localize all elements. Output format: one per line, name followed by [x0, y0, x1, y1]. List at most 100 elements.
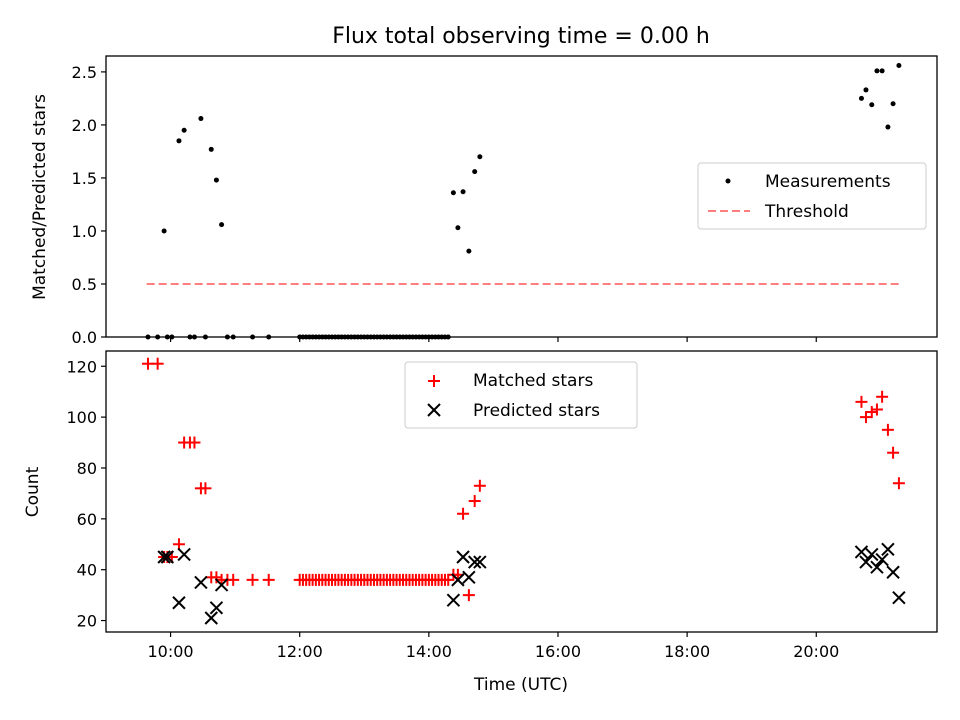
bottom-panel-frame — [105, 350, 938, 633]
legend-threshold-label: Threshold — [764, 202, 849, 222]
matched-star-point — [859, 411, 872, 424]
y-tick-label: 80 — [77, 459, 97, 478]
predicted-star-point — [865, 547, 879, 562]
y-tick-label: 100 — [66, 408, 97, 427]
measurement-point — [477, 154, 483, 160]
predicted-star-point — [204, 611, 218, 625]
measurement-point — [885, 124, 891, 130]
y-tick-label: 1.0 — [72, 222, 97, 241]
measurement-point — [198, 116, 204, 122]
y-tick-label: 60 — [77, 510, 97, 529]
predicted-star-point — [467, 555, 482, 569]
top-legend-box — [697, 162, 927, 230]
top-y-axis-label: Matched/Predicted stars — [30, 94, 50, 300]
x-tick-label: 18:00 — [664, 642, 710, 661]
measurement-point — [874, 68, 880, 74]
predicted-star-point — [462, 570, 476, 585]
measurement-point — [472, 169, 478, 175]
bottom-legend-box — [404, 361, 638, 429]
measurement-point — [460, 189, 466, 195]
measurement-point — [219, 222, 225, 228]
bottom-panel: 20 40 60 80 100 120 10:00 12:00 14:00 16:00 18:00… — [23, 350, 938, 695]
legend-matched-label: Matched stars — [473, 371, 593, 391]
x-tick-label: 16:00 — [535, 642, 581, 661]
predicted-star-point — [892, 590, 906, 605]
bottom-plot-area — [141, 357, 906, 625]
matched-star-point — [855, 395, 868, 408]
matched-star-point — [473, 479, 486, 492]
matched-star-point — [892, 477, 905, 490]
predicted-star-point — [473, 555, 487, 569]
measurement-point — [858, 95, 864, 101]
matched-star-point — [442, 573, 455, 586]
matched-star-point — [262, 573, 275, 586]
top-panel: 0.0 0.5 1.0 1.5 2.0 2.5 Matched/Predicted sta… — [30, 55, 938, 347]
matched-star-point — [887, 446, 900, 459]
predicted-star-point — [859, 555, 873, 569]
matched-star-point — [188, 436, 201, 449]
measurement-point — [181, 127, 187, 133]
matched-star-point — [462, 589, 475, 602]
predicted-star-point — [881, 542, 895, 557]
predicted-star-point — [172, 596, 186, 610]
predicted-star-point — [177, 547, 191, 562]
measurement-point — [879, 68, 885, 74]
predicted-star-point — [854, 545, 869, 559]
measurement-point — [890, 101, 896, 107]
top-panel-frame — [105, 55, 938, 338]
x-axis-label: Time (UTC) — [473, 675, 568, 695]
measurement-point — [869, 102, 875, 108]
bottom-y-axis-label: Count — [23, 466, 43, 517]
predicted-star-point — [456, 550, 470, 564]
bottom-y-axis: 20 40 60 80 100 120 — [66, 357, 106, 631]
matched-star-point — [151, 357, 164, 370]
predicted-star-point — [875, 552, 889, 567]
legend-predicted-marker — [427, 403, 441, 417]
matched-star-point — [457, 507, 470, 520]
measurement-point — [213, 177, 219, 183]
x-tick-label: 12:00 — [277, 642, 323, 661]
y-tick-label: 2.5 — [72, 63, 97, 82]
matched-star-point — [246, 573, 259, 586]
legend-predicted-label: Predicted stars — [473, 401, 600, 421]
top-legend: Measurements Threshold — [697, 162, 927, 230]
measurement-point — [466, 248, 472, 254]
predicted-star-point — [160, 550, 175, 564]
predicted-star-point — [870, 560, 884, 574]
matched-star-point — [865, 406, 878, 419]
measurement-point — [161, 228, 167, 234]
x-tick-label: 20:00 — [793, 642, 839, 661]
matched-star-point — [210, 571, 223, 584]
legend-measurements-marker — [725, 178, 731, 184]
matched-star-point — [881, 423, 894, 436]
y-tick-label: 0.5 — [72, 275, 97, 294]
bottom-x-axis: 10:00 12:00 14:00 16:00 18:00 20:00 — [148, 632, 839, 661]
matched-star-point — [468, 495, 481, 508]
measurement-point — [450, 190, 456, 196]
measurement-point — [896, 63, 902, 69]
matched-star-point — [876, 390, 889, 403]
y-tick-label: 1.5 — [72, 169, 97, 188]
predicted-star-point — [886, 565, 900, 579]
measurement-point — [455, 225, 461, 231]
predicted-star-point — [209, 601, 224, 615]
matched-star-point — [227, 573, 240, 586]
matched-star-point — [870, 403, 883, 416]
y-tick-label: 20 — [77, 612, 97, 631]
matched-star-point — [199, 482, 212, 495]
top-y-axis: 0.0 0.5 1.0 1.5 2.0 2.5 — [72, 63, 106, 347]
y-tick-label: 0.0 — [72, 328, 97, 347]
predicted-star-point — [194, 575, 208, 590]
y-tick-label: 120 — [66, 357, 97, 376]
predicted-star-point — [446, 593, 461, 607]
chart-title: Flux total observing time = 0.00 h — [332, 24, 710, 49]
top-x-ticks — [169, 337, 817, 342]
bottom-legend: Matched stars Predicted stars — [404, 361, 638, 429]
legend-measurements-label: Measurements — [765, 172, 891, 192]
measurement-point — [863, 87, 869, 93]
measurement-point — [208, 146, 214, 152]
y-tick-label: 40 — [77, 561, 97, 580]
predicted-star-point — [451, 573, 465, 587]
measurement-point — [176, 138, 182, 144]
